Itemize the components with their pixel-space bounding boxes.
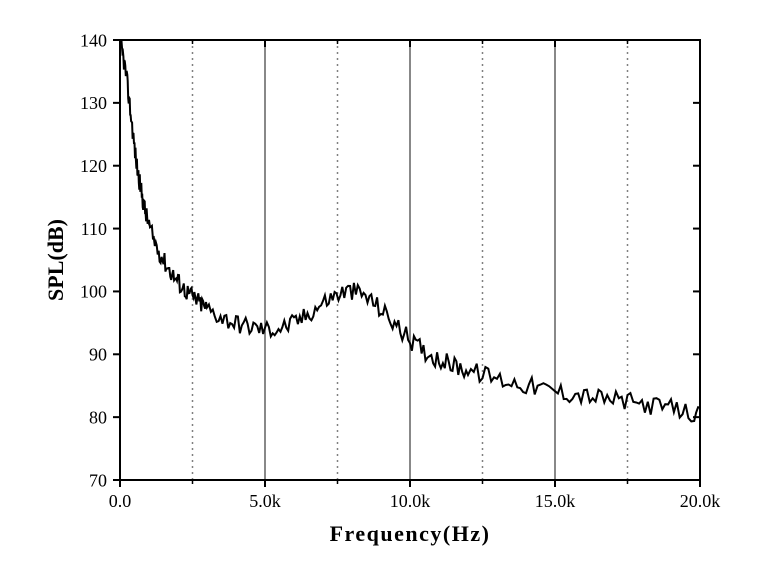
x-tick-label: 20.0k [680,491,721,511]
x-tick-label: 0.0 [109,491,132,511]
x-tick-label: 10.0k [390,491,431,511]
y-tick-label: 120 [80,156,107,176]
y-tick-label: 130 [80,93,107,113]
x-tick-label: 15.0k [535,491,576,511]
x-tick-label: 5.0k [249,491,281,511]
y-tick-label: 140 [80,30,107,50]
y-tick-label: 110 [81,219,107,239]
y-tick-label: 70 [89,470,107,490]
chart-svg: 0.0 5.0k 10.0k 15.0k 20.0k 70 80 90 100 110 120 130… [0,0,766,581]
y-tick-label: 90 [89,345,107,365]
x-axis-label: Frequency(Hz) [330,521,491,546]
spl-frequency-chart: 0.0 5.0k 10.0k 15.0k 20.0k 70 80 90 100 110 120 130… [0,0,766,581]
y-tick-label: 100 [80,282,107,302]
y-axis-label: SPL(dB) [43,219,68,301]
y-tick-label: 80 [89,407,107,427]
